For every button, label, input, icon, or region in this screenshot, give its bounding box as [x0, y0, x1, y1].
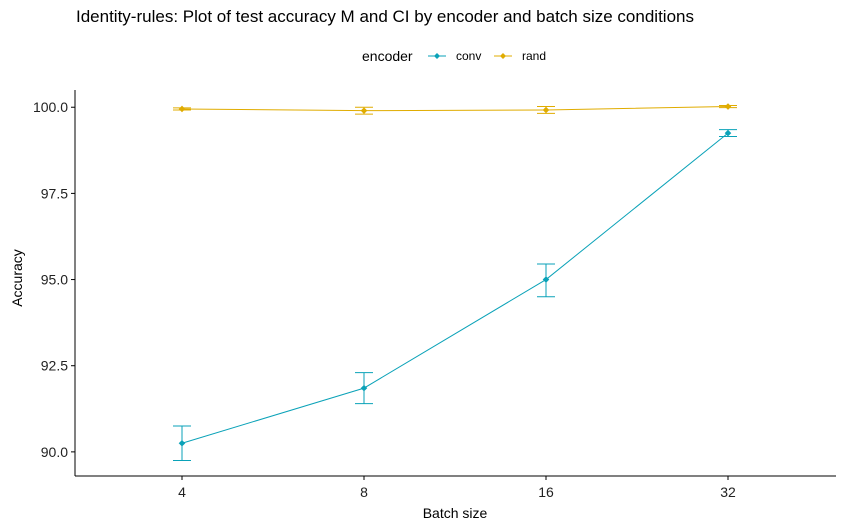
legend-swatch-marker	[434, 53, 440, 59]
legend-item-conv: conv	[428, 49, 481, 63]
series-line-conv	[181, 132, 729, 444]
x-axis-label: Batch size	[423, 505, 488, 521]
y-tick-label: 92.5	[41, 358, 68, 374]
y-tick-label: 97.5	[41, 185, 68, 201]
y-axis-label: Accuracy	[9, 249, 25, 307]
data-point	[360, 107, 368, 114]
data-point	[542, 276, 550, 283]
data-point	[542, 106, 550, 114]
x-tick-label: 32	[720, 484, 736, 500]
data-point	[724, 129, 732, 137]
x-tick-label: 4	[178, 484, 186, 500]
legend: encoder conv rand	[362, 48, 546, 64]
chart-title: Identity-rules: Plot of test accuracy M …	[76, 7, 694, 26]
y-tick-label: 95.0	[41, 272, 68, 288]
y-tick-label: 100.0	[33, 99, 68, 115]
legend-title: encoder	[362, 48, 413, 64]
legend-label: conv	[456, 49, 481, 63]
plot-area	[173, 103, 737, 461]
legend-label: rand	[522, 49, 546, 63]
series-conv	[173, 129, 737, 461]
data-point	[360, 384, 368, 392]
x-tick-label: 8	[360, 484, 368, 500]
axes: 90.0 92.5 95.0 97.5 100.0 4 8 16 32	[33, 90, 836, 500]
data-point	[724, 103, 732, 110]
x-tick-label: 16	[538, 484, 554, 500]
legend-swatch-marker	[500, 53, 506, 59]
series-line-rand	[181, 106, 729, 112]
data-point	[178, 105, 186, 113]
legend-item-rand: rand	[494, 49, 546, 63]
y-tick-label: 90.0	[41, 444, 68, 460]
series-rand	[173, 103, 737, 115]
data-point	[178, 439, 186, 447]
